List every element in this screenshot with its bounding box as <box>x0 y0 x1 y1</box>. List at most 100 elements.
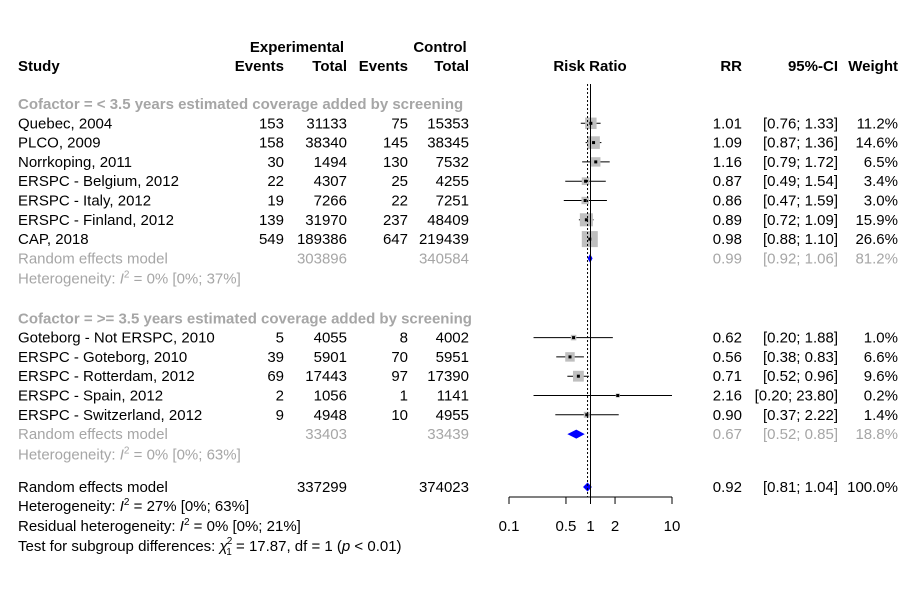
subgroup-model-row: Random effects model 33403 33439 0.67 [0.52;… <box>18 426 898 443</box>
footer-notes: Heterogeneity: I2 = 27% [0%; 63%] Residua… <box>18 497 402 558</box>
weight-value: 1.0% <box>864 330 898 347</box>
experimental-total: 4307 <box>314 173 347 190</box>
header-study: Study <box>18 58 60 75</box>
study-point <box>594 160 598 164</box>
residual-heterogeneity: Residual heterogeneity: I2 = 0% [0%; 21%… <box>18 517 301 535</box>
model-rr-value: 0.92 <box>713 479 742 496</box>
ci-value: [0.87; 1.36] <box>763 135 838 152</box>
model-label: Random effects model <box>18 426 168 443</box>
model-diamond <box>583 482 592 492</box>
model-ci-value: [0.81; 1.04] <box>763 479 838 496</box>
ci-value: [0.37; 2.22] <box>763 407 838 424</box>
control-events: 25 <box>391 173 408 190</box>
experimental-events: 19 <box>267 193 284 210</box>
control-events: 10 <box>391 407 408 424</box>
experimental-events: 39 <box>267 349 284 366</box>
weight-value: 26.6% <box>855 231 898 248</box>
table-row: ERSPC - Italy, 2012 19 7266 22 7251 0.86 [0.47… <box>18 193 898 210</box>
control-total: 7532 <box>436 154 469 171</box>
control-total: 7251 <box>436 193 469 210</box>
ci-value: [0.79; 1.72] <box>763 154 838 171</box>
model-weight-value: 18.8% <box>855 426 898 443</box>
experimental-total: 1056 <box>314 388 347 405</box>
study-name: PLCO, 2009 <box>18 135 101 152</box>
table-row: ERSPC - Finland, 2012 139 31970 237 48409 0.8… <box>18 212 898 229</box>
rr-value: 2.16 <box>713 388 742 405</box>
weight-value: 14.6% <box>855 135 898 152</box>
rr-value: 0.86 <box>713 193 742 210</box>
rr-value: 1.16 <box>713 154 742 171</box>
control-total: 38345 <box>427 135 469 152</box>
subgroup-heterogeneity: Heterogeneity: I2 = 0% [0%; 63%] <box>18 445 241 463</box>
weight-value: 11.2% <box>857 115 898 132</box>
study-point <box>588 237 592 241</box>
header-ci: 95%-CI <box>788 58 838 75</box>
experimental-total: 189386 <box>297 231 347 248</box>
study-point <box>572 336 576 340</box>
control-events: 8 <box>400 330 408 347</box>
study-point <box>568 355 572 359</box>
experimental-events: 69 <box>267 368 284 385</box>
study-name: ERSPC - Italy, 2012 <box>18 193 151 210</box>
study-point <box>585 413 589 417</box>
ci-value: [0.47; 1.59] <box>763 193 838 210</box>
experimental-total: 5901 <box>314 349 347 366</box>
experimental-events: 22 <box>267 173 284 190</box>
plot-area: 0.1 0.5 1 2 10 <box>499 84 680 535</box>
model-weight-value: 100.0% <box>847 479 898 496</box>
header-experimental: Experimental <box>250 39 344 56</box>
header-rr: RR <box>720 58 742 75</box>
table-row: ERSPC - Goteborg, 2010 39 5901 70 5951 0.56 [0… <box>18 349 898 366</box>
control-total: 219439 <box>419 231 469 248</box>
experimental-total: 7266 <box>314 193 347 210</box>
study-point <box>616 394 620 397</box>
model-diamond <box>567 429 585 439</box>
model-rr-value: 0.99 <box>713 250 742 267</box>
control-events: 647 <box>383 231 408 248</box>
control-total: 4255 <box>436 173 469 190</box>
study-name: Quebec, 2004 <box>18 115 112 132</box>
model-experimental-total: 303896 <box>297 250 347 267</box>
subgroup-test: Test for subgroup differences: χ2 1 = 17.… <box>18 536 402 558</box>
x-tick-label: 2 <box>611 518 619 535</box>
study-name: CAP, 2018 <box>18 231 89 248</box>
weight-value: 3.4% <box>864 173 898 190</box>
study-name: ERSPC - Goteborg, 2010 <box>18 349 187 366</box>
rr-value: 0.62 <box>713 330 742 347</box>
rr-value: 0.90 <box>713 407 742 424</box>
study-name: ERSPC - Rotterdam, 2012 <box>18 368 195 385</box>
study-rows: Cofactor = < 3.5 years estimated coverag… <box>18 96 898 496</box>
experimental-total: 4055 <box>314 330 347 347</box>
control-events: 1 <box>400 388 408 405</box>
weight-value: 15.9% <box>855 212 898 229</box>
header-c-total: Total <box>434 58 469 75</box>
control-events: 75 <box>391 115 408 132</box>
ci-value: [0.20; 1.88] <box>763 330 838 347</box>
control-events: 97 <box>391 368 408 385</box>
experimental-events: 153 <box>259 115 284 132</box>
header-e-events: Events <box>235 58 284 75</box>
weight-value: 6.5% <box>864 154 898 171</box>
experimental-total: 31970 <box>305 212 347 229</box>
control-total: 4002 <box>436 330 469 347</box>
study-point <box>583 199 587 202</box>
weight-value: 0.2% <box>864 388 898 405</box>
subgroup-label: Cofactor = < 3.5 years estimated coverag… <box>18 96 463 113</box>
study-point <box>592 141 596 145</box>
study-point <box>584 179 588 183</box>
model-label: Random effects model <box>18 250 168 267</box>
header-c-events: Events <box>359 58 408 75</box>
table-row: Norrkoping, 2011 30 1494 130 7532 1.16 [0.79; … <box>18 154 898 171</box>
study-name: Goteborg - Not ERSPC, 2010 <box>18 330 215 347</box>
header-control: Control <box>413 39 466 56</box>
x-tick-label: 0.1 <box>499 518 520 535</box>
control-total: 15353 <box>427 115 469 132</box>
experimental-total: 38340 <box>305 135 347 152</box>
experimental-events: 30 <box>267 154 284 171</box>
model-control-total: 33439 <box>427 426 469 443</box>
study-name: Norrkoping, 2011 <box>18 154 132 171</box>
weight-value: 9.6% <box>864 368 898 385</box>
experimental-events: 158 <box>259 135 284 152</box>
model-control-total: 340584 <box>419 250 469 267</box>
x-tick-label: 0.5 <box>556 518 577 535</box>
